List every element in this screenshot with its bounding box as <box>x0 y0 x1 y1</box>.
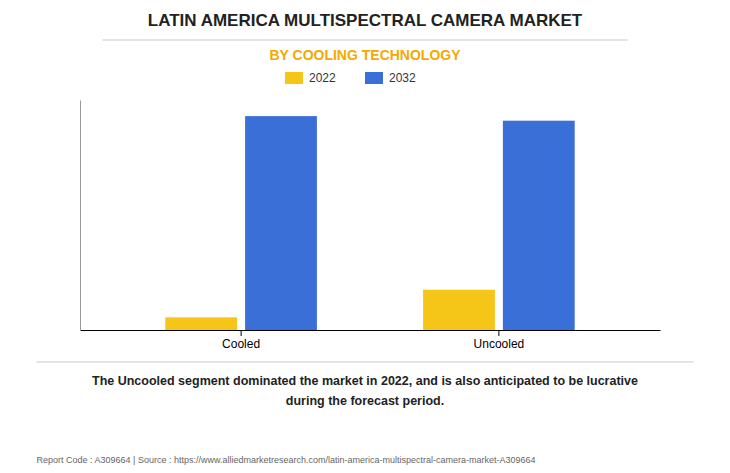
x-tick: Cooled <box>222 330 260 351</box>
x-tick-label: Cooled <box>222 337 260 351</box>
chart: LATIN AMERICA MULTISPECTRAL CAMERA MARKE… <box>0 0 730 473</box>
x-tick-mark <box>241 330 242 336</box>
bars <box>165 116 574 330</box>
footer: Report Code : A309664 | Source : https:/… <box>37 455 536 465</box>
legend-item: 2032 <box>365 71 416 85</box>
legend-swatch <box>285 72 303 84</box>
title: LATIN AMERICA MULTISPECTRAL CAMERA MARKE… <box>148 11 583 30</box>
plot: Cooled Uncooled <box>81 101 661 351</box>
y-axis-line <box>80 101 81 331</box>
separator <box>37 362 694 363</box>
x-axis: Cooled Uncooled <box>81 330 661 351</box>
annotation-line: The Uncooled segment dominated the marke… <box>92 374 638 388</box>
x-tick: Uncooled <box>474 330 525 351</box>
x-tick-mark <box>498 330 499 336</box>
bar <box>165 317 237 330</box>
bar <box>423 290 495 330</box>
y-axis <box>80 101 81 331</box>
legend-item: 2022 <box>285 71 336 85</box>
bar <box>245 116 317 330</box>
x-tick-label: Uncooled <box>474 337 525 351</box>
separator <box>102 40 628 41</box>
legend-label: 2022 <box>309 71 336 85</box>
x-axis-line <box>81 330 661 331</box>
legend-swatch <box>365 72 383 84</box>
legend: 2022 2032 <box>285 71 416 85</box>
annotation-line: during the forecast period. <box>286 394 444 408</box>
bar <box>503 121 575 330</box>
subtitle: BY COOLING TECHNOLOGY <box>269 47 461 63</box>
legend-label: 2032 <box>389 71 416 85</box>
annotation: The Uncooled segment dominated the marke… <box>92 374 638 408</box>
